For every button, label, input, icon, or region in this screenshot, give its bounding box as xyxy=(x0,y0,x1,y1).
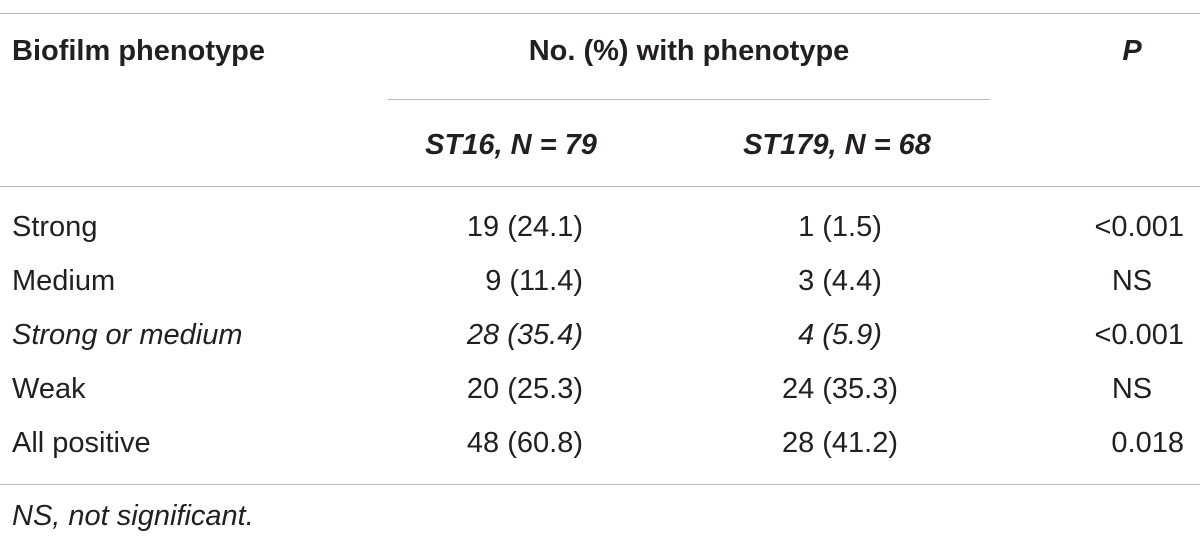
row-medium-st16: 9 (11.4) xyxy=(485,265,583,297)
row-medium-phenotype: Medium xyxy=(12,265,116,297)
header-biofilm-phenotype: Biofilm phenotype xyxy=(12,35,265,67)
row-strong-st179: 1 (1.5) xyxy=(798,211,882,243)
row-weak-p: NS xyxy=(1111,373,1153,405)
row-all-positive-st179: 28 (41.2) xyxy=(781,427,899,459)
header-st179-name: ST179 xyxy=(743,129,829,161)
table-bottom-rule xyxy=(0,484,1200,485)
header-bottom-rule xyxy=(0,186,1200,187)
header-st16: ST16, N = 79 xyxy=(400,128,622,162)
table-footnote: NS, not significant. xyxy=(12,500,254,532)
row-strong-or-medium-st179: 4 (5.9) xyxy=(798,319,882,351)
header-st179: ST179, N = 68 xyxy=(712,128,962,162)
table-top-rule xyxy=(0,13,1200,14)
row-all-positive-phenotype: All positive xyxy=(12,427,151,459)
row-strong-or-medium-p: <0.001 xyxy=(1094,319,1184,351)
row-strong-p: <0.001 xyxy=(1094,211,1184,243)
header-st179-n: , N = 68 xyxy=(828,129,931,161)
group-header-rule xyxy=(388,99,990,100)
row-all-positive-st16: 48 (60.8) xyxy=(466,427,583,459)
row-strong-st16: 19 (24.1) xyxy=(466,211,583,243)
row-all-positive-p: 0.018 xyxy=(1111,427,1184,459)
row-strong-phenotype: Strong xyxy=(12,211,98,243)
row-weak-phenotype: Weak xyxy=(12,373,86,405)
row-strong-or-medium-st16: 28 (35.4) xyxy=(466,319,583,351)
row-medium-p: NS xyxy=(1111,265,1153,297)
row-weak-st179: 24 (35.3) xyxy=(781,373,899,405)
header-st16-name: ST16 xyxy=(425,129,495,161)
row-weak-st16: 20 (25.3) xyxy=(466,373,583,405)
row-strong-or-medium-phenotype: Strong or medium xyxy=(12,319,243,351)
row-medium-st179: 3 (4.4) xyxy=(798,265,882,297)
header-st16-n: , N = 79 xyxy=(494,129,597,161)
header-group-no-percent: No. (%) with phenotype xyxy=(528,35,850,67)
header-p-value: P xyxy=(1122,35,1142,67)
